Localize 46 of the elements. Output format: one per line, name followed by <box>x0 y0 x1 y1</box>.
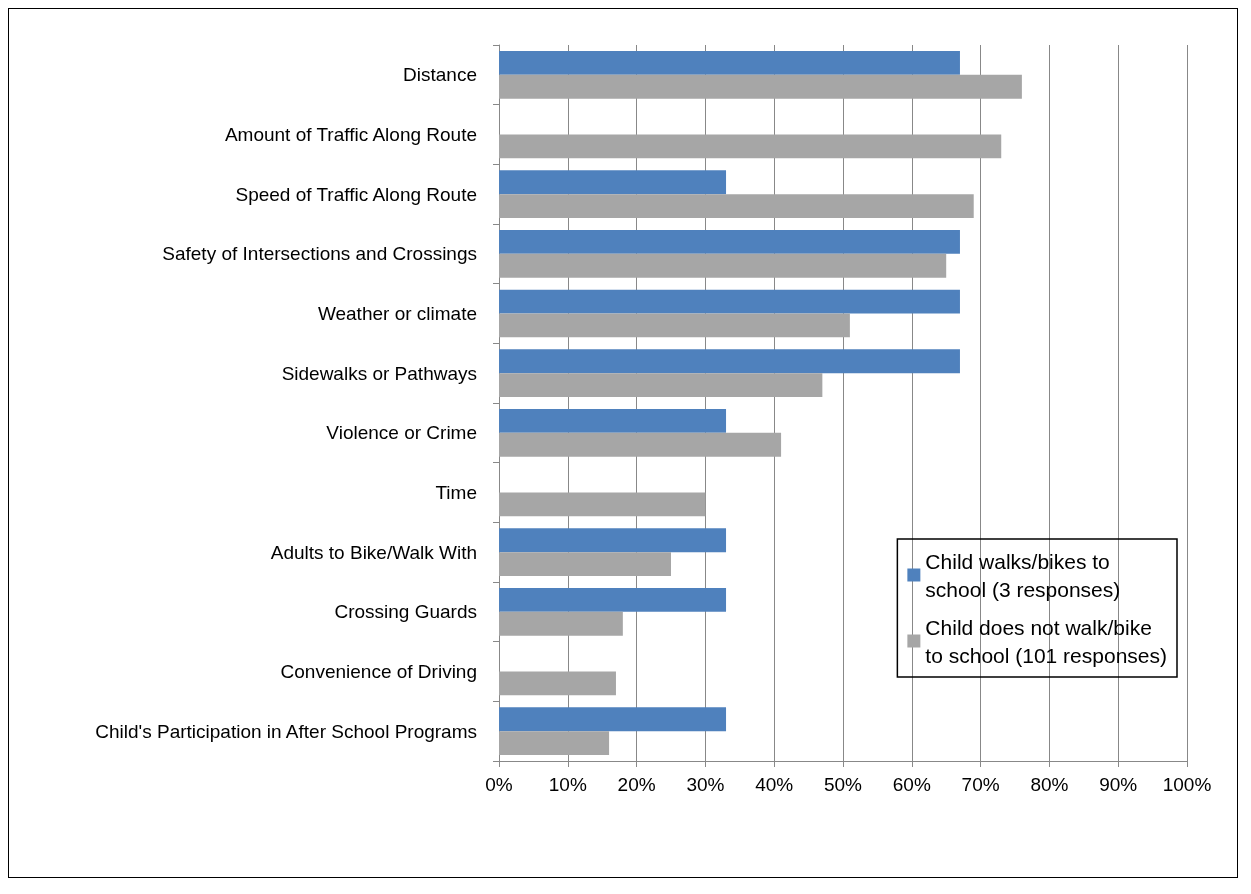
bar <box>499 731 610 756</box>
x-tick-label: 70% <box>961 774 1000 795</box>
x-tick-label: 0% <box>485 774 513 795</box>
x-tick-label: 60% <box>892 774 931 795</box>
x-tick-label: 50% <box>823 774 863 795</box>
bar <box>499 194 974 219</box>
y-tick-label: Violence or Crime <box>326 422 477 444</box>
x-tick-label: 20% <box>617 774 656 795</box>
y-tick-label: Child's Participation in After School Programs <box>95 720 477 742</box>
y-tick-label: Adults to Bike/Walk With <box>270 541 477 563</box>
y-tick-label: Convenience of Driving <box>280 661 477 682</box>
legend-label: Child walks/bikes to school (3 responses) <box>925 549 1121 601</box>
bar <box>499 707 727 732</box>
bar <box>499 611 623 636</box>
y-tick-label: Sidewalks or Pathways <box>281 362 477 384</box>
bar <box>499 408 727 433</box>
y-tick-label: Weather or climate <box>317 303 477 324</box>
x-tick-label: 30% <box>686 774 725 795</box>
bar <box>499 373 823 398</box>
bar <box>499 671 616 696</box>
x-tick-label: 90% <box>1099 774 1138 795</box>
bar <box>499 74 1022 99</box>
y-tick-label: Crossing Guards <box>334 601 477 623</box>
bar <box>499 253 947 278</box>
bar <box>499 229 960 254</box>
y-tick-label: Time <box>435 482 477 503</box>
y-tick-label: Speed of Traffic Along Route <box>235 183 477 205</box>
bar <box>499 170 727 195</box>
y-tick-label: Distance <box>403 64 477 86</box>
bar <box>499 492 706 517</box>
bar <box>499 289 960 314</box>
x-tick-label: 100% <box>1162 774 1212 795</box>
bar <box>499 349 960 374</box>
bar <box>499 50 960 75</box>
y-tick-label: Amount of Traffic Along Route <box>224 124 477 145</box>
legend-label: Child does not walk/bike to school (101 responses) <box>925 615 1168 667</box>
x-tick-label: 40% <box>755 774 794 795</box>
x-tick-label: 10% <box>548 774 587 795</box>
bar <box>499 528 727 553</box>
y-tick-label: Safety of Intersections and Crossings <box>162 243 477 265</box>
bar <box>499 313 850 338</box>
bar <box>499 134 1002 159</box>
x-tick-label: 80% <box>1030 774 1069 795</box>
bar <box>499 587 727 612</box>
bar <box>499 432 782 457</box>
bar <box>499 552 671 577</box>
